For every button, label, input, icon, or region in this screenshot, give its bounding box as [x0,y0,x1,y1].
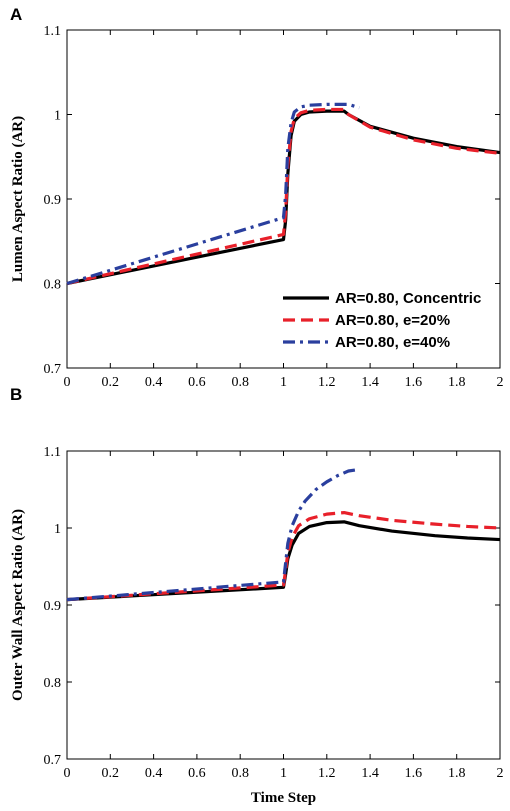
y-tick-label: 0.7 [44,753,62,768]
y-tick-label: 0.9 [44,599,62,614]
series-line-3 [66,102,360,286]
x-axis-title: Time Step [251,790,316,806]
x-tick-label: 1.4 [361,766,379,781]
y-tick-label: 0.7 [44,362,62,377]
x-tick-label: 1.6 [405,766,423,781]
x-tick-label: 1 [280,766,287,781]
x-tick-label: 0.2 [102,766,120,781]
x-tick-label: 1.4 [361,375,379,390]
x-tick-label: 1 [280,375,287,390]
y-axis-title: Lumen Aspect Ratio (AR) [10,116,26,282]
x-tick-label: 0.6 [188,375,206,390]
legend-label-2: AR=0.80, e=20% [335,312,450,329]
x-tick-label: 1.8 [448,375,466,390]
series-line-1 [66,109,501,286]
y-tick-label: 1.1 [44,24,62,39]
series-line-2 [66,107,501,286]
panel-letter: B [10,385,22,404]
x-tick-label: 0.8 [231,766,249,781]
panel-a: A 0 0.2 0.4 0.6 0.8 1 1.2 1.4 1.6 1.8 2 0.7 0.8 0.9 1 1.… [10,5,504,390]
y-tick-label: 0.8 [44,278,62,293]
y-axis-title: Outer Wall Aspect Ratio (AR) [10,509,26,701]
panel-b: B 0 0.2 0.4 0.6 0.8 1 1.2 1.4 1.6 1.8 2 0.7 0.8 0.9 1 1.… [10,385,504,806]
x-tick-label: 2 [497,375,504,390]
x-tick-label: 0.2 [102,375,120,390]
x-tick-label: 0.4 [145,375,163,390]
x-tick-label: 1.6 [405,375,423,390]
x-tick-label: 0.8 [231,375,249,390]
panel-letter: A [10,5,22,24]
plot-frame [66,450,501,760]
y-tick-label: 1 [54,109,61,124]
series-line-1 [66,520,501,602]
legend-label-1: AR=0.80, Concentric [335,290,481,307]
series-line-3 [66,467,360,602]
x-tick-label: 0 [64,375,71,390]
x-tick-label: 1.2 [318,375,336,390]
series-line-2 [66,511,501,602]
x-tick-label: 0.6 [188,766,206,781]
x-tick-label: 1.8 [448,766,466,781]
x-tick-label: 1.2 [318,766,336,781]
y-tick-label: 0.8 [44,676,62,691]
x-tick-label: 0 [64,766,71,781]
y-tick-label: 1.1 [44,445,62,460]
y-tick-label: 1 [54,522,61,537]
x-tick-label: 0.4 [145,766,163,781]
x-tick-label: 2 [497,766,504,781]
y-tick-label: 0.9 [44,193,62,208]
legend-label-3: AR=0.80, e=40% [335,334,450,351]
